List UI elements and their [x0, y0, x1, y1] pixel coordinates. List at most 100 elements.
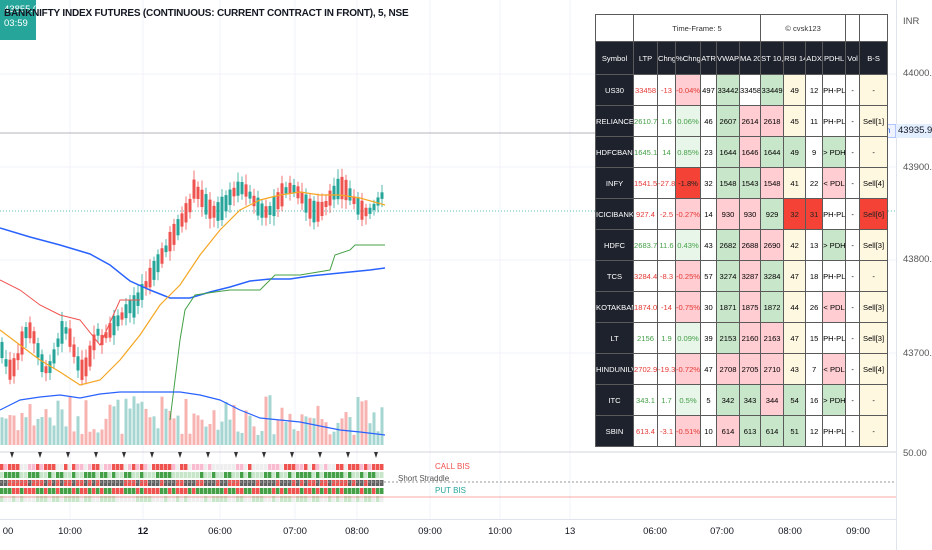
- table-cell: > PDH: [822, 229, 847, 261]
- signal-square: [52, 464, 56, 470]
- signal-square: [260, 480, 264, 486]
- volume-bar: [304, 416, 308, 445]
- signal-square: [124, 464, 128, 470]
- signal-square: [48, 472, 52, 478]
- signal-square: [300, 488, 304, 494]
- signal-square: [352, 472, 356, 478]
- signal-square: [16, 496, 20, 502]
- candle: [88, 345, 92, 367]
- signal-square: [12, 488, 16, 494]
- table-cell: 613.4: [633, 415, 658, 447]
- table-cell: -: [845, 353, 861, 385]
- signal-square: [264, 472, 268, 478]
- table-cell: -13: [657, 74, 676, 106]
- table-cell: 41: [783, 167, 807, 199]
- table-cell: PH-PL: [822, 74, 847, 106]
- time-axis[interactable]: 00 10:00 12 06:00 07:00 08:00 09:00 10:0…: [0, 519, 896, 550]
- signal-square: [320, 464, 324, 470]
- signal-square: [368, 472, 372, 478]
- signal-square: [344, 464, 348, 470]
- signal-square: [176, 472, 180, 478]
- signal-square: [308, 496, 312, 502]
- col-header: PDHL: [822, 41, 847, 75]
- table-row: HINDUNILVR2702.9-19.3-0.72%4727082705271…: [595, 353, 889, 385]
- signal-square: [64, 472, 68, 478]
- table-cell: PH-PL: [822, 260, 847, 292]
- signal-square: [276, 472, 280, 478]
- signal-square: [236, 464, 240, 470]
- signal-square: [36, 496, 40, 502]
- table-cell: 930: [738, 198, 762, 230]
- table-cell: 927.4: [633, 198, 658, 230]
- signal-square: [188, 488, 192, 494]
- signal-triangle: [122, 452, 126, 458]
- signal-square: [156, 496, 160, 502]
- signal-square: [8, 488, 12, 494]
- signal-square: [4, 472, 8, 478]
- signal-square: [144, 472, 148, 478]
- volume-bar: [124, 398, 128, 445]
- table-row: KOTAKBANK1874.05-14-0.75%301871187518724…: [595, 291, 889, 323]
- volume-bar: [48, 417, 52, 445]
- signal-square: [344, 496, 348, 502]
- signal-square: [288, 496, 292, 502]
- table-cell: 18: [805, 260, 824, 292]
- table-cell: 2618: [760, 105, 785, 137]
- signal-square: [200, 480, 204, 486]
- volume-bar: [180, 433, 184, 445]
- table-cell: 43: [783, 353, 807, 385]
- signal-square: [356, 480, 360, 486]
- signal-square: [376, 488, 380, 494]
- signal-square: [340, 472, 344, 478]
- signal-square: [316, 464, 320, 470]
- volume-bar: [36, 418, 40, 445]
- signal-square: [44, 480, 48, 486]
- signal-square: [64, 464, 68, 470]
- signal-square: [20, 488, 24, 494]
- signal-square: [216, 496, 220, 502]
- signal-square: [164, 488, 168, 494]
- table-cell: 49: [783, 136, 807, 168]
- table-cell: 2160: [738, 322, 762, 354]
- signal-square: [332, 472, 336, 478]
- signal-square: [144, 464, 148, 470]
- candle: [352, 196, 356, 205]
- signal-square: [120, 496, 124, 502]
- signal-square: [328, 488, 332, 494]
- signal-square: [204, 464, 208, 470]
- signal-square: [168, 464, 172, 470]
- green-supertrend-line: [169, 244, 385, 421]
- volume-bar: [4, 418, 8, 445]
- signal-square: [360, 480, 364, 486]
- candle: [148, 267, 152, 288]
- table-cell: 344: [760, 384, 785, 416]
- table-cell: 2607: [716, 105, 740, 137]
- signal-square: [316, 496, 320, 502]
- table-cell: 1.7: [657, 384, 676, 416]
- time-tick: 08:00: [345, 526, 369, 537]
- signal-square: [84, 464, 88, 470]
- signal-square: [16, 480, 20, 486]
- time-tick: 07:00: [283, 526, 307, 537]
- signal-square: [300, 496, 304, 502]
- col-header: B-S: [859, 41, 889, 75]
- signal-square: [272, 496, 276, 502]
- signal-square: [108, 464, 112, 470]
- volume-bar: [140, 401, 144, 445]
- signal-square: [76, 496, 80, 502]
- price-axis[interactable]: INR 44000.00 43900.00 43800.00 43700.00 …: [896, 0, 932, 550]
- volume-bar: [364, 400, 368, 445]
- signal-square: [52, 496, 56, 502]
- signal-square: [228, 472, 232, 478]
- symbol-cell: RELIANCE: [595, 105, 634, 137]
- signal-square: [296, 480, 300, 486]
- signal-square: [304, 488, 308, 494]
- signal-square: [228, 480, 232, 486]
- volume-bar: [328, 434, 332, 445]
- signal-square: [88, 464, 92, 470]
- signal-square: [188, 496, 192, 502]
- table-cell: 2710: [760, 353, 785, 385]
- signal-square: [20, 472, 24, 478]
- table-row: RELIANCE2610.751.60.06%46260726142618451…: [595, 105, 889, 137]
- signal-square: [200, 488, 204, 494]
